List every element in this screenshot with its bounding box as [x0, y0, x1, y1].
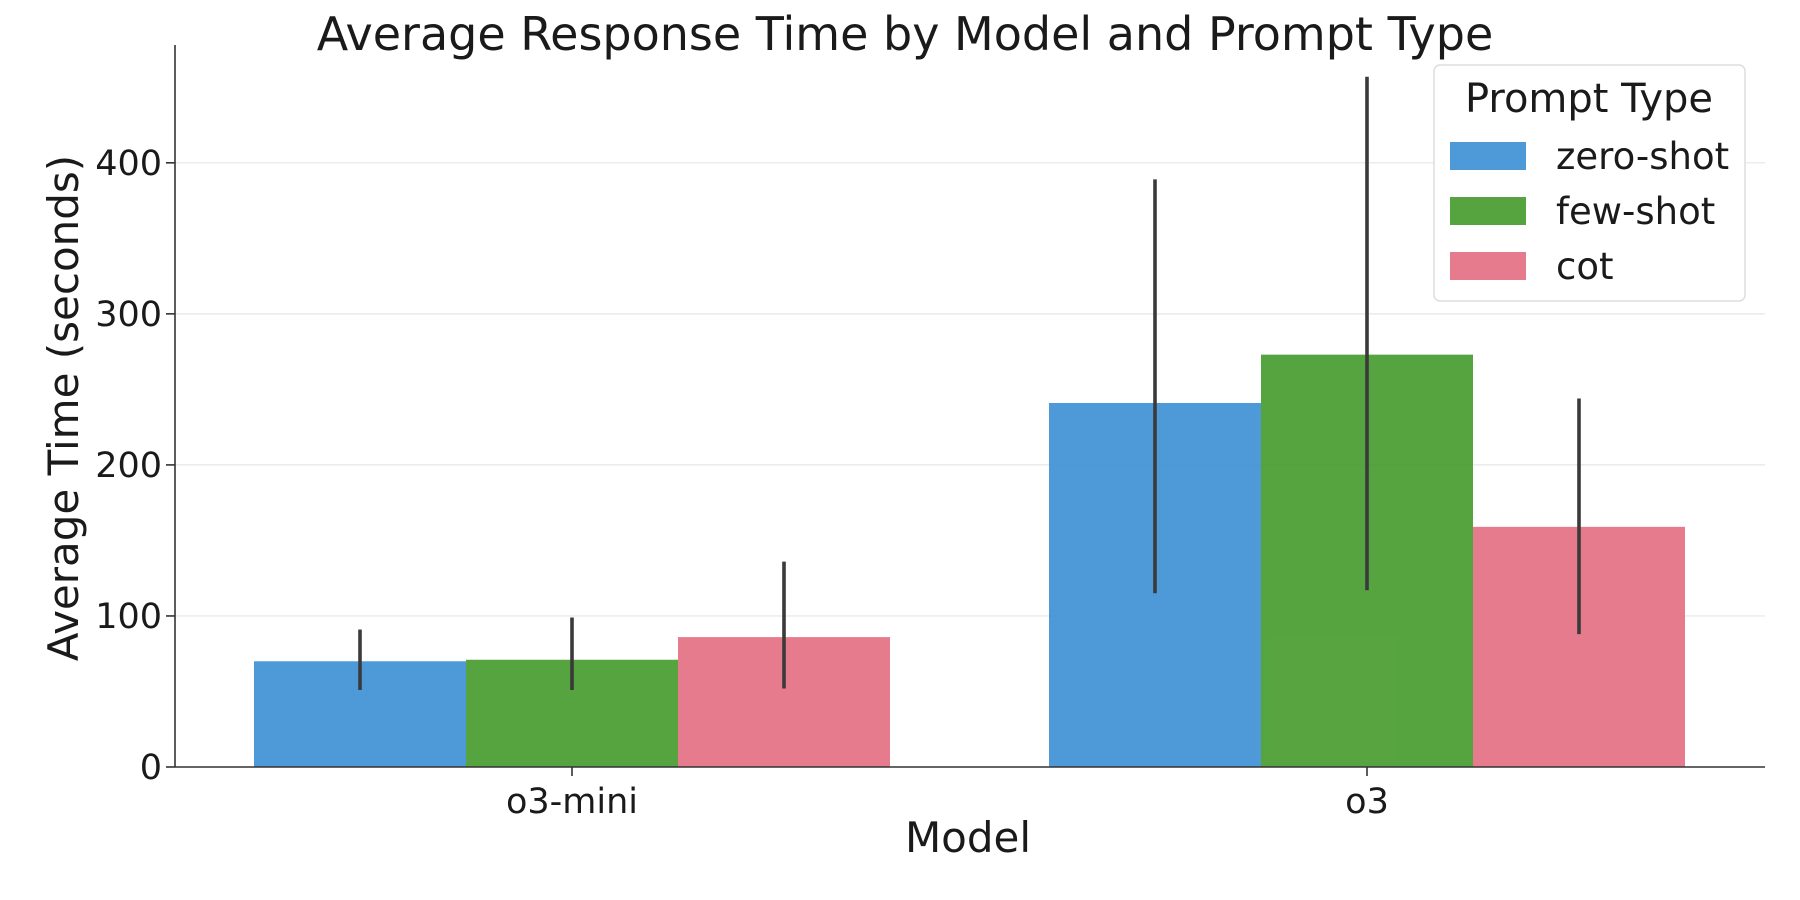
legend-swatch-zero-shot	[1450, 142, 1526, 170]
legend-frame	[1433, 64, 1746, 302]
legend-items: zero-shot few-shot cot	[1450, 135, 1729, 288]
bars	[254, 354, 1685, 767]
tick-labels: 0 100 200 300 400 o3-mini o3	[95, 144, 1389, 822]
chart-title: Average Response Time by Model and Promp…	[317, 7, 1494, 61]
x-axis-label: Model	[905, 813, 1031, 862]
x-tick-label: o3-mini	[506, 782, 638, 822]
y-axis-label: Average Time (seconds)	[39, 155, 88, 661]
legend-label-few-shot: few-shot	[1556, 190, 1715, 233]
axes	[174, 45, 1765, 768]
x-tick-label: o3	[1345, 782, 1389, 822]
y-tick-label: 0	[140, 748, 162, 788]
legend-swatch-cot	[1450, 252, 1526, 280]
y-tick-label: 400	[95, 144, 162, 184]
legend: Prompt Type zero-shot few-shot cot	[1433, 64, 1746, 302]
legend-label-zero-shot: zero-shot	[1556, 135, 1729, 178]
legend-label-cot: cot	[1556, 245, 1614, 288]
error-bars	[358, 76, 1581, 690]
y-tick-label: 200	[95, 446, 162, 486]
legend-swatch-few-shot	[1450, 197, 1526, 225]
y-tick-label: 100	[95, 597, 162, 637]
y-tick-label: 300	[95, 295, 162, 335]
legend-title: Prompt Type	[1465, 76, 1713, 122]
